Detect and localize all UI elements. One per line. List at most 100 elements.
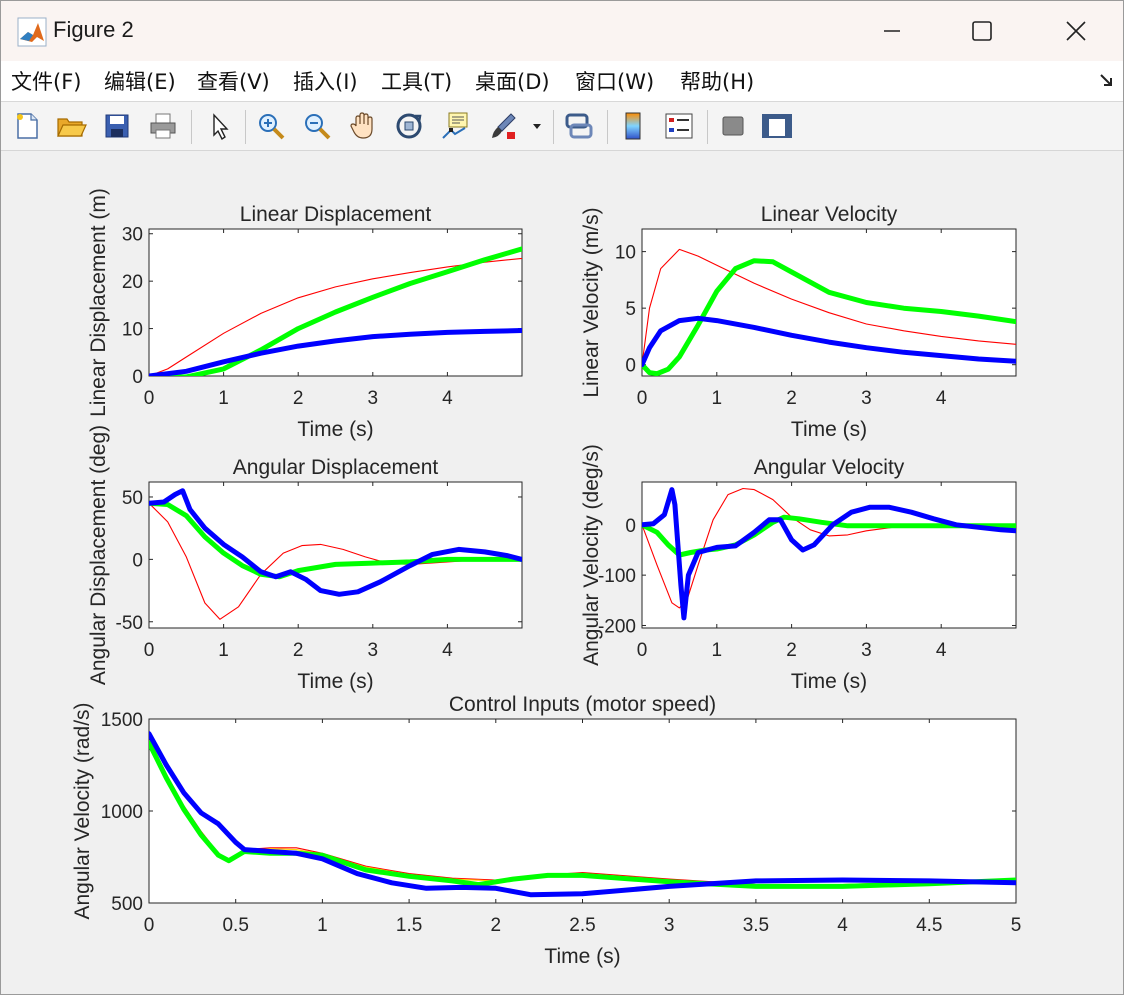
chart-title: Control Inputs (motor speed) bbox=[449, 693, 716, 716]
x-axis-label: Time (s) bbox=[297, 418, 373, 441]
y-tick-label: 5 bbox=[625, 299, 636, 320]
show-plot-tools-icon[interactable] bbox=[759, 108, 795, 144]
series-line-3 bbox=[642, 315, 1016, 368]
legend-icon[interactable] bbox=[661, 108, 697, 144]
menu-edit[interactable]: 编辑(E) bbox=[104, 70, 176, 94]
link-plot-icon[interactable] bbox=[561, 108, 597, 144]
series-group bbox=[642, 248, 1016, 376]
x-tick-label: 2.5 bbox=[569, 915, 595, 936]
print-icon[interactable] bbox=[145, 108, 181, 144]
x-tick-label: 1 bbox=[218, 388, 229, 409]
y-tick-label: -100 bbox=[598, 566, 636, 587]
y-tick-label: 50 bbox=[122, 488, 143, 509]
hide-plot-tools-icon[interactable] bbox=[715, 108, 751, 144]
menu-view[interactable]: 查看(V) bbox=[197, 70, 270, 94]
x-tick-label: 1.5 bbox=[396, 915, 422, 936]
x-tick-label: 0 bbox=[144, 388, 155, 409]
menu-help[interactable]: 帮助(H) bbox=[680, 70, 755, 94]
open-file-icon[interactable] bbox=[53, 108, 89, 144]
x-tick-label: 4 bbox=[442, 388, 453, 409]
new-figure-icon[interactable] bbox=[9, 108, 45, 144]
series-line-3 bbox=[642, 487, 1016, 621]
chart-title: Angular Velocity bbox=[754, 456, 905, 479]
series-group bbox=[149, 246, 522, 376]
data-cursor-icon[interactable] bbox=[437, 108, 473, 144]
y-axis-label: Linear Velocity (m/s) bbox=[580, 207, 603, 397]
colorbar-icon[interactable] bbox=[615, 108, 651, 144]
series-line-1 bbox=[149, 257, 522, 376]
dock-arrow-icon[interactable] bbox=[1099, 73, 1113, 87]
plot-area[interactable] bbox=[641, 481, 1017, 629]
menu-file[interactable]: 文件(F) bbox=[11, 70, 82, 94]
y-tick-label: -50 bbox=[116, 613, 143, 634]
menu-desktop[interactable]: 桌面(D) bbox=[475, 70, 550, 94]
x-tick-label: 4 bbox=[837, 915, 848, 936]
x-tick-label: 4 bbox=[442, 640, 453, 661]
y-tick-label: 30 bbox=[122, 225, 143, 246]
close-button[interactable] bbox=[1041, 7, 1111, 55]
chart-title: Linear Displacement bbox=[240, 203, 432, 226]
chart-4: 0 1 2 3 4 -200 -100 0 Angular Velocity Time (s) An… bbox=[580, 444, 1017, 693]
series-line-3 bbox=[149, 488, 522, 597]
y-axis-label: Angular Displacement (deg) bbox=[87, 425, 110, 685]
zoom-in-icon[interactable] bbox=[253, 108, 289, 144]
x-axis-label: Time (s) bbox=[791, 418, 867, 441]
rotate-3d-icon[interactable] bbox=[391, 108, 427, 144]
maximize-button[interactable] bbox=[947, 7, 1017, 55]
y-tick-label: 0 bbox=[625, 516, 636, 537]
x-axis-label: Time (s) bbox=[297, 670, 373, 693]
x-tick-label: 0 bbox=[637, 640, 648, 661]
x-tick-label: 3 bbox=[368, 640, 379, 661]
x-tick-label: 5 bbox=[1011, 915, 1022, 936]
x-axis-label: Time (s) bbox=[544, 945, 620, 968]
y-axis-label: Linear Displacement (m) bbox=[87, 188, 110, 417]
x-tick-label: 0 bbox=[637, 388, 648, 409]
pan-hand-icon[interactable] bbox=[345, 108, 381, 144]
edit-plot-pointer-icon[interactable] bbox=[201, 108, 237, 144]
menu-tools[interactable]: 工具(T) bbox=[381, 70, 453, 94]
y-axis-label: Angular Velocity (rad/s) bbox=[71, 702, 94, 919]
x-tick-label: 2 bbox=[293, 388, 304, 409]
y-tick-label: 1000 bbox=[101, 802, 143, 823]
chart-5: 0 0.5 1 1.5 2 2.5 3 3.5 4 4.5 5 500 1000 1500 Control … bbox=[71, 693, 1021, 968]
plot-area[interactable] bbox=[148, 481, 523, 629]
chart-1: 0 1 2 3 4 0 10 20 30 Linear Displacement Time (s) L… bbox=[87, 188, 523, 441]
x-tick-label: 0.5 bbox=[222, 915, 248, 936]
minimize-button[interactable] bbox=[857, 7, 927, 55]
series-group bbox=[149, 731, 1016, 898]
y-tick-label: -200 bbox=[598, 616, 636, 637]
brush-icon[interactable] bbox=[485, 108, 521, 144]
maximize-icon bbox=[972, 21, 992, 41]
series-line-1 bbox=[642, 248, 1016, 366]
menu-window[interactable]: 窗口(W) bbox=[575, 70, 655, 94]
x-tick-label: 1 bbox=[317, 915, 328, 936]
zoom-out-icon[interactable] bbox=[299, 108, 335, 144]
series-line-2 bbox=[642, 258, 1016, 376]
save-icon[interactable] bbox=[99, 108, 135, 144]
x-tick-label: 3 bbox=[861, 388, 872, 409]
series-line-2 bbox=[149, 246, 522, 376]
title-bar[interactable]: Figure 2 bbox=[1, 1, 1123, 61]
series-line-3 bbox=[149, 328, 522, 376]
x-tick-label: 4 bbox=[936, 640, 947, 661]
plot-area[interactable] bbox=[148, 228, 523, 377]
dropdown-arrow-icon[interactable] bbox=[527, 108, 547, 144]
figure-toolbar bbox=[1, 102, 1123, 151]
plot-area[interactable] bbox=[641, 228, 1017, 377]
x-tick-label: 0 bbox=[144, 915, 155, 936]
menu-insert[interactable]: 插入(I) bbox=[293, 70, 358, 94]
x-tick-label: 1 bbox=[712, 388, 723, 409]
window-title: Figure 2 bbox=[53, 17, 134, 42]
x-tick-label: 2 bbox=[786, 640, 797, 661]
minimize-icon bbox=[884, 30, 900, 32]
matlab-logo-icon bbox=[17, 17, 47, 47]
close-icon bbox=[1066, 21, 1086, 41]
x-tick-label: 3 bbox=[664, 915, 675, 936]
chart-title: Angular Displacement bbox=[233, 456, 439, 479]
y-tick-label: 10 bbox=[615, 243, 636, 264]
x-tick-label: 4 bbox=[936, 388, 947, 409]
x-tick-label: 3.5 bbox=[743, 915, 769, 936]
